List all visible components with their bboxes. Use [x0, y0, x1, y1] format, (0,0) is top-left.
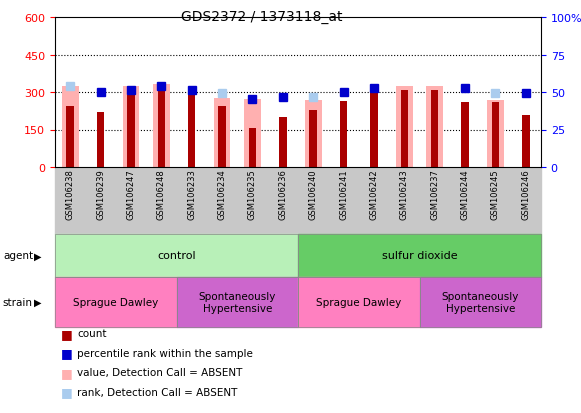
Bar	[492, 102, 499, 168]
Text: ■: ■	[61, 366, 73, 379]
Text: count: count	[77, 328, 106, 338]
Text: sulfur dioxide: sulfur dioxide	[382, 251, 457, 261]
Bar	[66, 107, 74, 168]
Bar	[431, 91, 439, 168]
Bar	[400, 91, 408, 168]
Text: ▶: ▶	[34, 251, 41, 261]
Bar	[244, 100, 261, 168]
Bar	[188, 93, 195, 168]
Text: Spontaneously
Hypertensive: Spontaneously Hypertensive	[199, 292, 276, 313]
Bar	[426, 87, 443, 168]
Bar	[461, 103, 469, 168]
Bar	[487, 101, 504, 168]
Text: Spontaneously
Hypertensive: Spontaneously Hypertensive	[442, 292, 519, 313]
Bar	[370, 90, 378, 168]
Bar	[249, 128, 256, 168]
Bar	[396, 87, 413, 168]
Text: ■: ■	[61, 327, 73, 340]
Bar	[97, 113, 105, 168]
Text: strain: strain	[3, 297, 33, 307]
Text: ■: ■	[61, 347, 73, 359]
Bar	[62, 87, 78, 168]
Text: Sprague Dawley: Sprague Dawley	[73, 297, 159, 307]
Text: Sprague Dawley: Sprague Dawley	[316, 297, 401, 307]
Bar	[157, 92, 165, 168]
Text: rank, Detection Call = ABSENT: rank, Detection Call = ABSENT	[77, 387, 238, 396]
Bar	[279, 117, 286, 168]
Bar	[214, 98, 231, 168]
Text: ▶: ▶	[34, 297, 41, 307]
Bar	[340, 102, 347, 168]
Bar	[218, 107, 226, 168]
Text: control: control	[157, 251, 196, 261]
Text: percentile rank within the sample: percentile rank within the sample	[77, 348, 253, 358]
Bar	[305, 101, 321, 168]
Text: value, Detection Call = ABSENT: value, Detection Call = ABSENT	[77, 367, 242, 377]
Bar	[522, 115, 530, 168]
Text: ■: ■	[61, 385, 73, 398]
Bar	[310, 110, 317, 168]
Bar	[153, 85, 170, 168]
Bar	[127, 95, 135, 168]
Text: agent: agent	[3, 251, 33, 261]
Bar	[123, 87, 139, 168]
Text: GDS2372 / 1373118_at: GDS2372 / 1373118_at	[181, 9, 342, 24]
